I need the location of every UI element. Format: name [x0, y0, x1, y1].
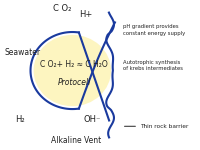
- Text: H+: H+: [79, 10, 93, 19]
- Text: C O₂+ H₂ ≈ C H₂O: C O₂+ H₂ ≈ C H₂O: [40, 60, 108, 69]
- Text: OH⁻: OH⁻: [83, 115, 100, 124]
- Ellipse shape: [34, 35, 111, 106]
- Text: Thin rock barrier: Thin rock barrier: [140, 124, 188, 129]
- Text: pH gradient provides
constant energy supply: pH gradient provides constant energy sup…: [123, 24, 185, 36]
- Text: C O₂: C O₂: [53, 4, 72, 13]
- Text: Protocell: Protocell: [58, 78, 91, 87]
- Text: Alkaline Vent: Alkaline Vent: [51, 136, 101, 145]
- Text: H₂: H₂: [15, 115, 25, 124]
- Text: Autotrophic synthesis
of krebs intermediates: Autotrophic synthesis of krebs intermedi…: [123, 60, 183, 71]
- Text: Seawater: Seawater: [5, 48, 41, 57]
